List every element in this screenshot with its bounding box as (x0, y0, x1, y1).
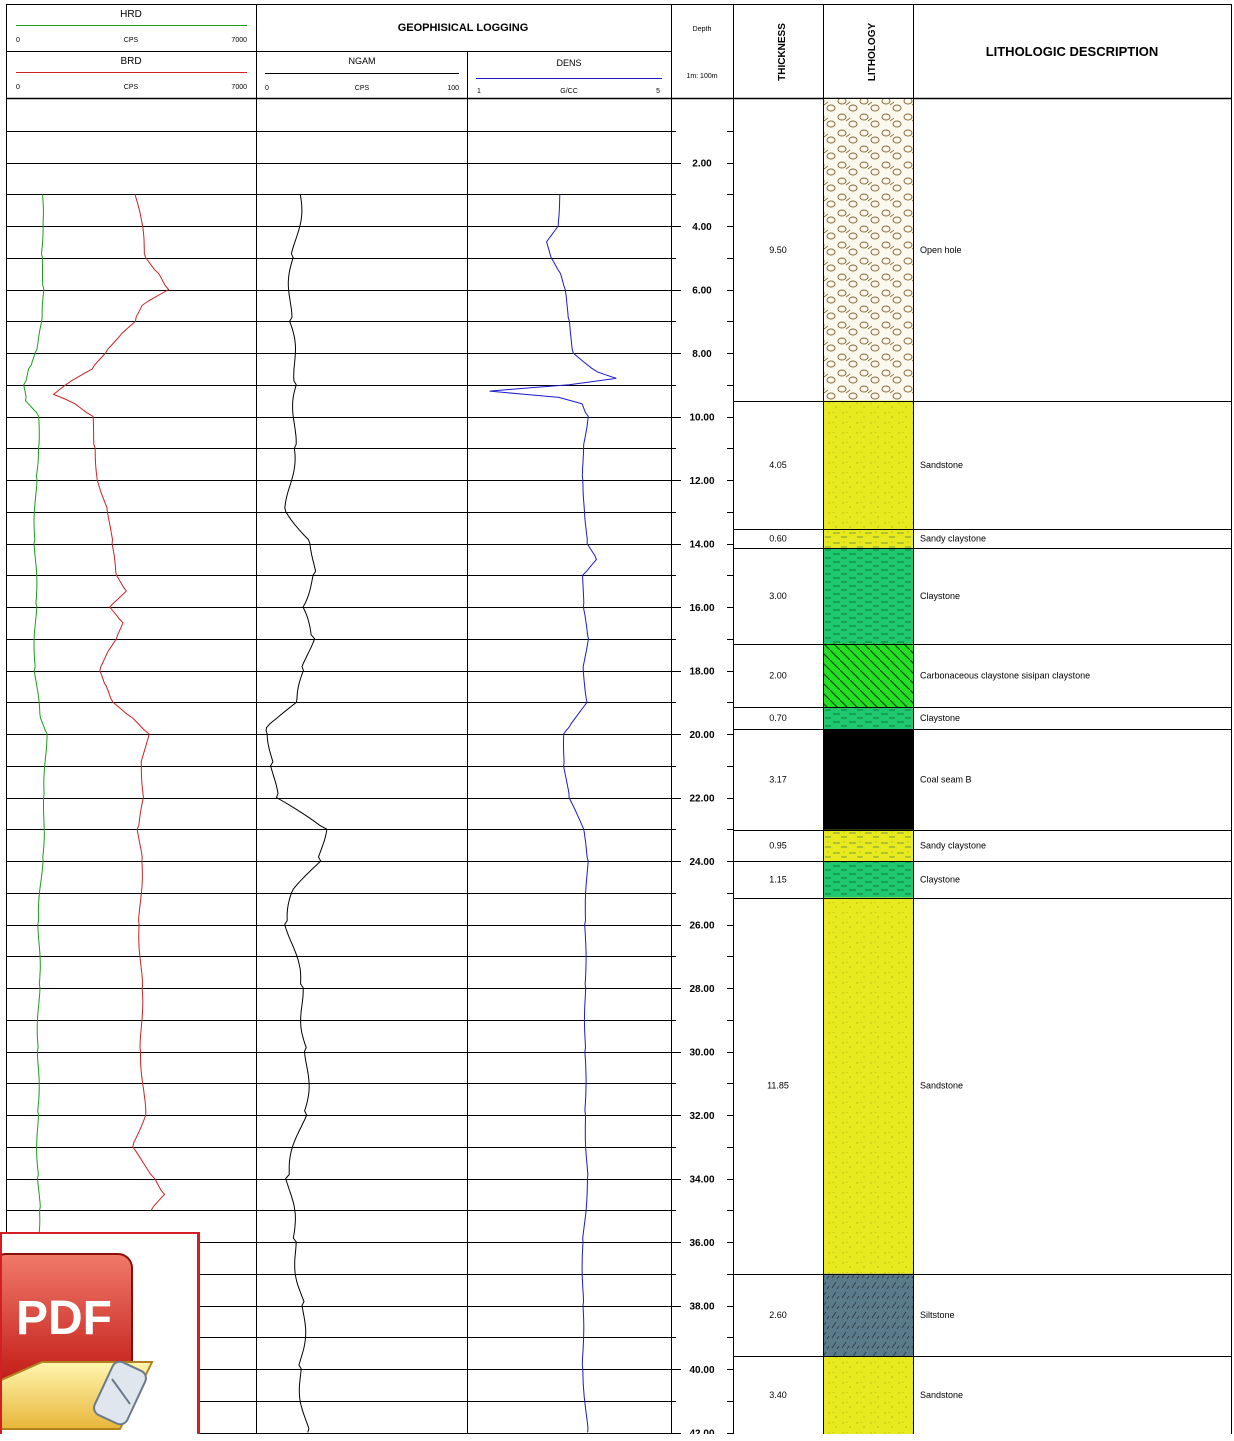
lithology-block (824, 1356, 913, 1434)
layer-thickness: 3.17 (769, 775, 787, 785)
layer-description: Open hole (920, 245, 962, 255)
dens-header: DENS 1 G/CC 5 (476, 58, 662, 95)
layer-thickness: 0.60 (769, 534, 787, 544)
log-title: GEOPHISICAL LOGGING (398, 22, 529, 34)
lithology-block (824, 548, 913, 644)
thickness-label: THICKNESS (777, 23, 788, 81)
depth-tick-label: 14.00 (689, 540, 714, 551)
depth-tick-label: 38.00 (689, 1302, 714, 1313)
dens-unit: G/CC (560, 88, 578, 95)
log-curves (23, 194, 617, 1433)
hrd-max: 7000 (231, 37, 247, 44)
layer-description: Sandstone (920, 1081, 963, 1091)
depth-tick-label: 20.00 (689, 730, 714, 741)
depth-tick-label: 28.00 (689, 984, 714, 995)
lithology-block (824, 529, 913, 549)
lithology-descriptions: 9.50 Open hole 4.05 Sandstone 0.60 Sandy clay… (733, 245, 1232, 1400)
pdf-file-icon: PDF (0, 1253, 154, 1430)
depth-tick-label: 34.00 (689, 1175, 714, 1186)
lithology-block (824, 707, 913, 730)
layer-description: Sandstone (920, 1390, 963, 1400)
brd-min: 0 (16, 84, 20, 91)
layer-thickness: 0.95 (769, 840, 787, 850)
ngam-unit: CPS (355, 85, 370, 92)
layer-thickness: 2.00 (769, 670, 787, 680)
depth-tick-label: 32.00 (689, 1111, 714, 1122)
frame (6, 4, 1232, 1434)
layer-thickness: 3.40 (769, 1390, 787, 1400)
depth-tick-label: 10.00 (689, 413, 714, 424)
depth-label: Depth (693, 26, 712, 33)
scale-label: 1m: 100m (686, 73, 717, 80)
depth-tick-label: 36.00 (689, 1238, 714, 1249)
brd-header: BRD 0 CPS 7000 (16, 56, 247, 91)
lithology-block (824, 897, 913, 1274)
dens-name: DENS (556, 58, 581, 68)
depth-tick-label: 16.00 (689, 603, 714, 614)
layer-thickness: 2.60 (769, 1310, 787, 1320)
depth-tick-label: 30.00 (689, 1048, 714, 1059)
ngam-min: 0 (265, 85, 269, 92)
depth-axis: 2.00 4.00 6.00 8.00 10.00 12.00 14.00 16.00 18.0… (671, 131, 733, 1435)
layer-description: Sandy claystone (920, 840, 986, 850)
ngam-name: NGAM (349, 56, 376, 66)
lithology-block (824, 829, 913, 861)
layer-description: Siltstone (920, 1310, 955, 1320)
hrd-name: HRD (120, 9, 142, 20)
lithology-block (824, 400, 913, 530)
lithology-block (824, 643, 913, 708)
grid-lines (6, 131, 671, 1434)
depth-tick-label: 18.00 (689, 667, 714, 678)
curve-ngam (265, 194, 328, 1433)
depth-tick-label: 40.00 (689, 1365, 714, 1376)
layer-description: Sandstone (920, 460, 963, 470)
curve-hrd (23, 194, 48, 1433)
layer-description: Carbonaceous claystone sisipan claystone (920, 670, 1090, 680)
depth-tick-label: 42.00 (689, 1429, 714, 1435)
curve-dens (489, 194, 617, 1433)
layer-thickness: 1.15 (769, 874, 787, 884)
depth-tick-label: 22.00 (689, 794, 714, 805)
layer-description: Claystone (920, 713, 960, 723)
layer-thickness: 3.00 (769, 591, 787, 601)
lithology-block (824, 861, 913, 898)
hrd-unit: CPS (124, 37, 139, 44)
depth-tick-label: 4.00 (692, 222, 712, 233)
lithology-block (824, 99, 913, 401)
layer-description: Coal seam B (920, 775, 972, 785)
depth-tick-label: 2.00 (692, 159, 712, 170)
pdf-badge[interactable]: PDF (0, 1232, 200, 1434)
hrd-min: 0 (16, 37, 20, 44)
layer-thickness: 9.50 (769, 245, 787, 255)
depth-tick-label: 26.00 (689, 921, 714, 932)
layer-thickness: 0.70 (769, 713, 787, 723)
lithology-block (824, 729, 913, 830)
lithology-block (824, 1273, 913, 1357)
depth-tick-label: 6.00 (692, 286, 712, 297)
lithology-label: LITHOLOGY (867, 23, 878, 82)
hrd-header: HRD 0 CPS 7000 (16, 9, 247, 44)
dens-min: 1 (477, 88, 481, 95)
layer-description: Sandy claystone (920, 534, 986, 544)
depth-tick-label: 24.00 (689, 857, 714, 868)
ngam-max: 100 (447, 85, 459, 92)
brd-max: 7000 (231, 84, 247, 91)
layer-thickness: 4.05 (769, 460, 787, 470)
layer-thickness: 11.85 (767, 1081, 789, 1091)
ngam-header: NGAM 0 CPS 100 (265, 56, 459, 92)
lithology-column (824, 99, 913, 1434)
depth-tick-label: 8.00 (692, 349, 712, 360)
description-label: LITHOLOGIC DESCRIPTION (986, 44, 1159, 59)
brd-name: BRD (120, 56, 141, 67)
layer-description: Claystone (920, 874, 960, 884)
layer-description: Claystone (920, 591, 960, 601)
depth-tick-label: 12.00 (689, 476, 714, 487)
brd-unit: CPS (124, 84, 139, 91)
pdf-badge-text: PDF (16, 1292, 112, 1345)
curve-brd (52, 194, 170, 1211)
dens-max: 5 (656, 88, 660, 95)
